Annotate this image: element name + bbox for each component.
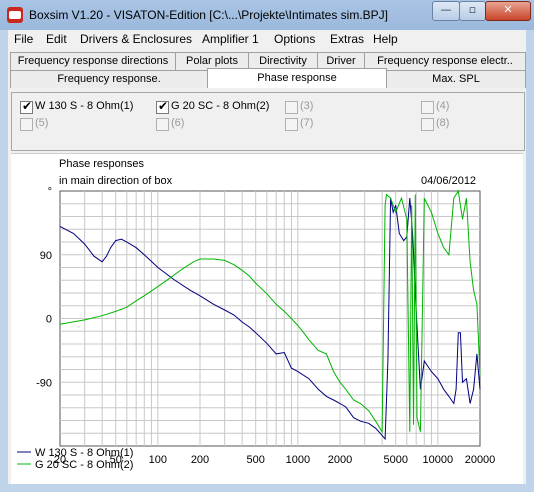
close-button[interactable]: ✕: [485, 1, 531, 21]
close-icon: ✕: [503, 3, 513, 16]
x-tick-label: 20000: [465, 454, 496, 466]
tab-frequency-response-directions[interactable]: Frequency response directions: [10, 52, 176, 70]
x-tick-label: 5000: [383, 454, 407, 466]
maximize-button[interactable]: ▫: [459, 1, 486, 21]
x-tick-label: 1000: [286, 454, 310, 466]
checkbox-box[interactable]: [285, 101, 298, 114]
client-area: File Edit Drivers & Enclosures Amplifier…: [8, 30, 526, 484]
x-tick-label: 200: [191, 454, 209, 466]
driver-label: (7): [300, 117, 314, 129]
tab-driver[interactable]: Driver: [317, 52, 365, 70]
driver-label: (5): [35, 117, 49, 129]
menu-edit[interactable]: Edit: [46, 32, 67, 46]
menu-amplifier[interactable]: Amplifier 1: [202, 32, 259, 46]
checkbox-box[interactable]: ✔: [20, 99, 33, 114]
driver-label: (4): [436, 100, 450, 112]
chart-title: Phase responses: [59, 158, 144, 170]
y-tick-label: -90: [36, 377, 52, 389]
x-tick-label: 50: [110, 454, 122, 466]
driver-checkbox-panel: ✔ W 130 S - 8 Ohm(1) ✔ G 20 SC - 8 Ohm(2) …: [11, 92, 525, 151]
legend-label: W 130 S - 8 Ohm(1): [35, 447, 133, 459]
legend-label: G 20 SC - 8 Ohm(2): [35, 459, 133, 471]
x-tick-label: 500: [247, 454, 265, 466]
chart-legend: W 130 S - 8 Ohm(1)G 20 SC - 8 Ohm(2): [17, 447, 133, 471]
menu-extras[interactable]: Extras: [330, 32, 365, 46]
checkbox-box[interactable]: [156, 118, 169, 131]
checkbox-box[interactable]: ✔: [156, 99, 169, 114]
checkbox-box[interactable]: [285, 118, 298, 131]
y-tick-label: 90: [40, 250, 52, 262]
checkbox-box[interactable]: [421, 101, 434, 114]
menu-bar: File Edit Drivers & Enclosures Amplifier…: [8, 30, 526, 48]
minimize-button[interactable]: —: [432, 1, 460, 21]
checkbox-box[interactable]: [20, 118, 33, 131]
window-title: Boxsim V1.20 - VISATON-Edition [C:\...\P…: [29, 8, 389, 22]
y-tick-label: 0: [46, 314, 52, 326]
tab-polar-plots[interactable]: Polar plots: [175, 52, 249, 70]
driver-label: (6): [171, 117, 185, 129]
driver-label: (3): [300, 100, 314, 112]
menu-drivers-enclosures[interactable]: Drivers & Enclosures: [80, 32, 193, 46]
x-tick-label: 20: [54, 454, 66, 466]
chart-subtitle: in main direction of box: [59, 175, 173, 187]
x-tick-label: 100: [149, 454, 167, 466]
chart-ticks: 20 50 100 200 500 1000 2000 5000 10000 20000 -90 0 9…: [36, 186, 495, 466]
plot-area: Phase responses in main direction of box…: [11, 153, 523, 484]
tab-directivity[interactable]: Directivity: [248, 52, 318, 70]
series-line-2: [59, 189, 481, 434]
app-icon[interactable]: [7, 7, 23, 23]
chart-date: 04/06/2012: [421, 175, 476, 187]
driver-label: W 130 S - 8 Ohm(1): [35, 100, 134, 112]
tab-phase-response[interactable]: Phase response: [207, 68, 387, 88]
series-line-1: [59, 198, 481, 441]
tab-strip: Frequency response directions Polar plot…: [8, 48, 526, 90]
menu-file[interactable]: File: [14, 32, 34, 46]
checkbox-box[interactable]: [421, 118, 434, 131]
x-tick-label: 2000: [328, 454, 352, 466]
maximize-icon: ▫: [468, 3, 477, 16]
menu-options[interactable]: Options: [274, 32, 316, 46]
driver-label: G 20 SC - 8 Ohm(2): [171, 100, 270, 112]
tab-frequency-response[interactable]: Frequency response.: [10, 70, 208, 88]
phase-response-chart: Phase responses in main direction of box…: [17, 158, 495, 471]
tab-max-spl[interactable]: Max. SPL: [386, 70, 526, 88]
driver-label: (8): [436, 117, 450, 129]
check-icon: ✔: [158, 99, 169, 113]
x-tick-label: 10000: [423, 454, 454, 466]
chart-curves: [59, 189, 481, 441]
tab-frequency-response-electrical[interactable]: Frequency response electr..: [364, 52, 526, 70]
title-bar[interactable]: Boxsim V1.20 - VISATON-Edition [C:\...\P…: [0, 0, 534, 30]
y-tick-label: °: [48, 186, 52, 198]
check-icon: ✔: [22, 99, 33, 113]
minimize-icon: —: [440, 3, 452, 16]
menu-help[interactable]: Help: [373, 32, 398, 46]
